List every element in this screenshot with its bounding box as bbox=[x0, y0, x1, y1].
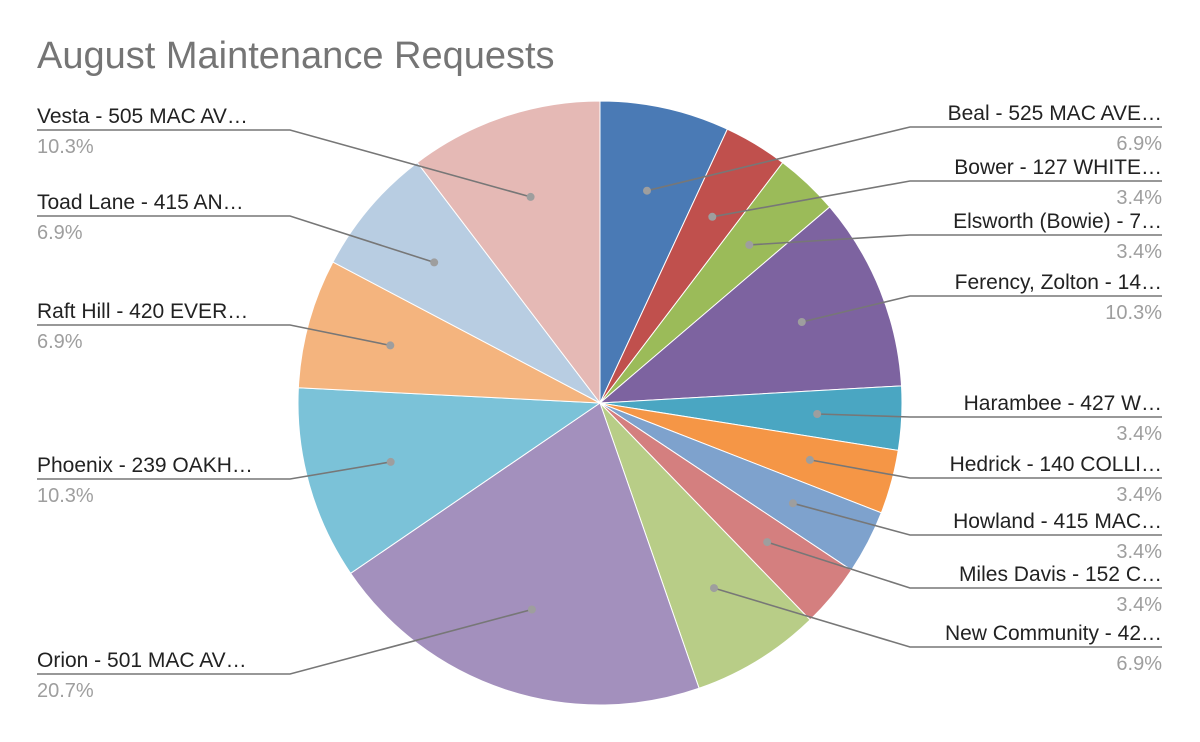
leader-line bbox=[37, 324, 391, 347]
slice-percent-label: 3.4% bbox=[1116, 241, 1162, 263]
pie-slice bbox=[599, 402, 811, 689]
slice-label: Elsworth (Bowie) - 7… bbox=[953, 210, 1162, 233]
leader-line bbox=[37, 461, 391, 480]
leader-line bbox=[801, 295, 1162, 323]
leader-line bbox=[766, 541, 1162, 589]
chart-title: August Maintenance Requests bbox=[37, 35, 555, 77]
pie-slice bbox=[349, 402, 700, 706]
slice-labels: Beal - 525 MAC AVE…6.9%Bower - 127 WHITE… bbox=[37, 102, 1162, 702]
slice-percent-label: 6.9% bbox=[1116, 653, 1162, 675]
slice-label: Raft Hill - 420 EVER… bbox=[37, 300, 248, 323]
slice-label: Howland - 415 MAC… bbox=[953, 510, 1162, 533]
slice-percent-label: 6.9% bbox=[37, 222, 83, 244]
slice-percent-label: 20.7% bbox=[37, 680, 94, 702]
slice-percent-label: 3.4% bbox=[1116, 484, 1162, 506]
pie-slice bbox=[297, 387, 602, 575]
leader-line bbox=[792, 502, 1162, 536]
slice-label: New Community - 42… bbox=[945, 622, 1162, 645]
slice-label: Harambee - 427 W… bbox=[964, 392, 1162, 415]
slice-percent-label: 10.3% bbox=[1105, 302, 1162, 324]
leader-dot bbox=[708, 212, 717, 221]
leader-dot bbox=[805, 455, 814, 464]
slice-label: Vesta - 505 MAC AV… bbox=[37, 105, 248, 128]
pie-slice bbox=[598, 206, 903, 404]
leader-dot bbox=[813, 410, 822, 418]
leader-dot bbox=[797, 318, 806, 326]
slice-percent-label: 10.3% bbox=[37, 485, 94, 507]
leader-dot bbox=[386, 341, 395, 350]
slice-label: Ferency, Zolton - 14… bbox=[955, 271, 1162, 294]
leader-dot bbox=[745, 240, 754, 249]
slice-percent-label: 3.4% bbox=[1116, 423, 1162, 445]
leader-line bbox=[713, 587, 1162, 648]
slice-percent-label: 3.4% bbox=[1116, 187, 1162, 209]
pie-slices bbox=[297, 100, 903, 706]
pie-slice bbox=[599, 100, 729, 404]
slice-percent-label: 10.3% bbox=[37, 136, 94, 158]
slice-percent-label: 6.9% bbox=[37, 331, 83, 353]
leader-line bbox=[646, 126, 1162, 192]
leader-line bbox=[809, 459, 1162, 479]
leader-line bbox=[817, 413, 1162, 418]
leader-dot bbox=[710, 584, 718, 593]
slice-label: Toad Lane - 415 AN… bbox=[37, 191, 244, 214]
pie-slice bbox=[416, 100, 601, 405]
slice-percent-label: 6.9% bbox=[1116, 133, 1162, 155]
leader-line bbox=[37, 215, 435, 264]
leader-line bbox=[749, 234, 1162, 246]
slice-label: Orion - 501 MAC AV… bbox=[37, 649, 247, 672]
leader-lines bbox=[37, 126, 1162, 675]
slice-label: Miles Davis - 152 C… bbox=[959, 563, 1162, 586]
leader-dot bbox=[386, 457, 395, 466]
leader-dot bbox=[526, 192, 535, 201]
leader-dot bbox=[527, 605, 536, 614]
leader-dot bbox=[430, 258, 439, 267]
leader-dot bbox=[788, 499, 797, 508]
leader-line bbox=[37, 129, 531, 198]
slice-percent-label: 3.4% bbox=[1116, 594, 1162, 616]
pie-slice bbox=[332, 161, 601, 404]
leader-line bbox=[712, 180, 1162, 218]
slice-label: Bower - 127 WHITE… bbox=[954, 156, 1162, 179]
slice-label: Hedrick - 140 COLLI… bbox=[950, 453, 1162, 476]
slice-label: Beal - 525 MAC AVE… bbox=[948, 102, 1162, 125]
pie-slice bbox=[297, 261, 601, 404]
leader-dot bbox=[643, 186, 651, 195]
slice-label: Phoenix - 239 OAKH… bbox=[37, 454, 253, 477]
leader-line bbox=[37, 608, 533, 675]
leader-dot bbox=[763, 538, 772, 547]
slice-percent-label: 3.4% bbox=[1116, 541, 1162, 563]
